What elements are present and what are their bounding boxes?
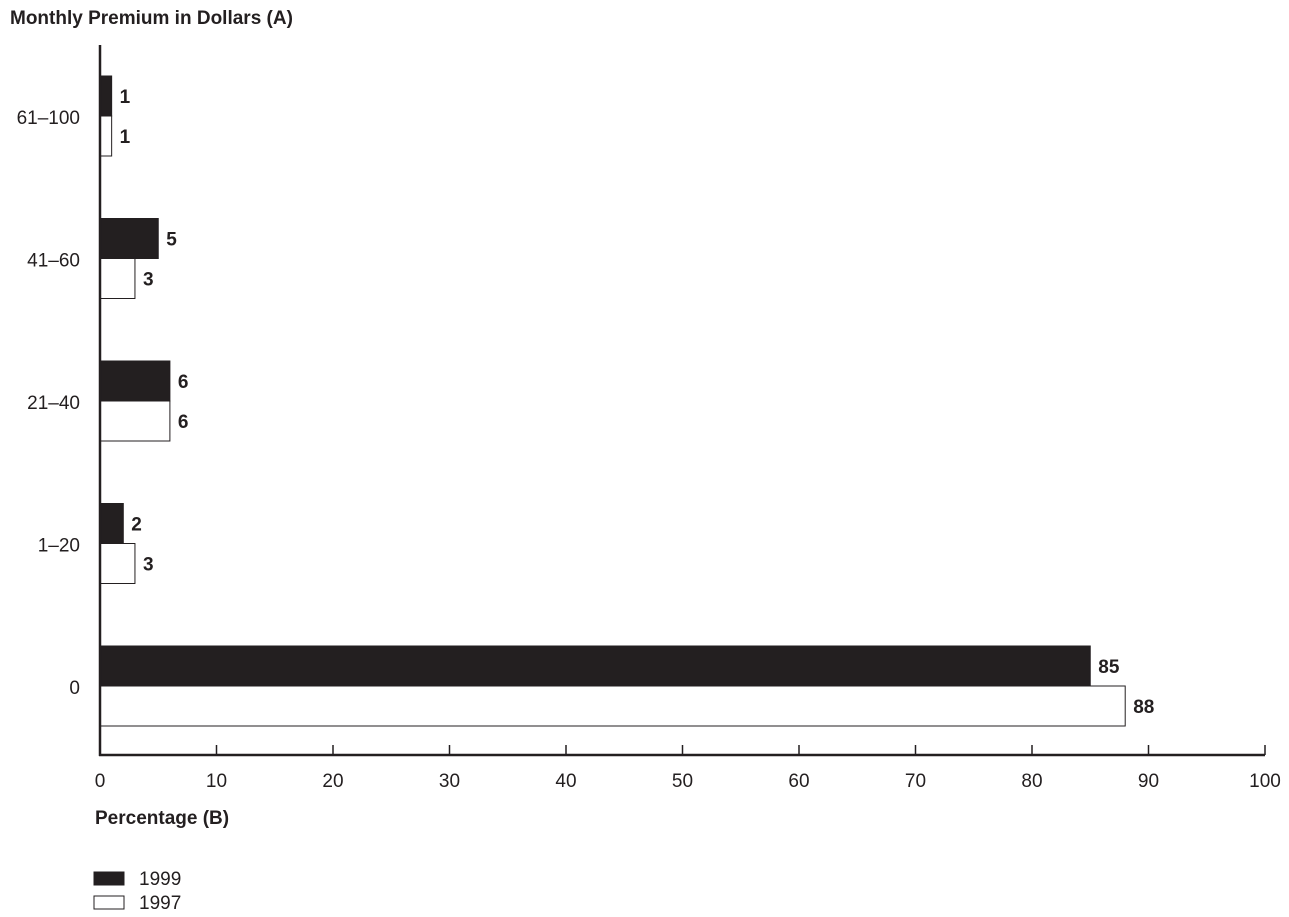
data-label-1997-0: 1 [120, 127, 131, 148]
data-label-1999-2: 6 [178, 372, 189, 393]
legend-label-1999: 1999 [139, 869, 181, 890]
x-axis-label: Percentage (B) [95, 808, 229, 829]
data-label-1997-3: 3 [143, 555, 154, 576]
y-tick-label: 1–20 [38, 536, 80, 557]
bar-1999-3 [99, 503, 124, 544]
y-axis: 61–100 41–60 21–40 1–20 0 [17, 45, 102, 756]
bar-1997-2 [99, 400, 171, 442]
x-tick-label: 10 [206, 771, 227, 792]
legend: 1999 1997 [93, 869, 181, 914]
chart-title: Monthly Premium in Dollars (A) [10, 8, 293, 29]
x-tick-label: 30 [439, 771, 460, 792]
x-tick-label: 80 [1021, 771, 1042, 792]
x-tick-label: 50 [672, 771, 693, 792]
y-tick-label: 21–40 [27, 393, 80, 414]
x-axis: 0 10 20 30 40 50 60 70 80 90 100 [95, 745, 1281, 792]
data-label-1999-3: 2 [131, 515, 142, 536]
y-tick-label: 41–60 [27, 251, 80, 272]
y-tick-label: 61–100 [17, 108, 80, 129]
data-label-1999-4: 85 [1098, 657, 1120, 678]
legend-label-1997: 1997 [139, 893, 181, 914]
x-tick-label: 70 [905, 771, 926, 792]
x-tick-label: 100 [1249, 771, 1281, 792]
x-tick-label: 0 [95, 771, 106, 792]
x-tick-label: 60 [788, 771, 809, 792]
x-tick-label: 90 [1138, 771, 1159, 792]
bar-1999-2 [99, 360, 171, 402]
legend-swatch-1999 [93, 871, 125, 886]
data-label-1999-0: 1 [120, 87, 131, 108]
bar-1997-4 [99, 685, 1126, 727]
data-label-1997-4: 88 [1133, 697, 1154, 718]
data-label-1999-1: 5 [166, 230, 177, 251]
x-tick-label: 40 [555, 771, 576, 792]
bar-1997-0 [99, 115, 113, 157]
bar-1997-3 [99, 543, 136, 584]
data-label-1997-2: 6 [178, 412, 189, 433]
bar-1997-1 [99, 258, 136, 299]
legend-swatch-1997 [93, 895, 125, 910]
bar-1999-1 [99, 218, 159, 259]
data-label-1997-1: 3 [143, 270, 154, 291]
bar-1999-4 [99, 645, 1091, 687]
x-tick-label: 20 [322, 771, 343, 792]
y-tick-label: 0 [69, 678, 80, 699]
bar-1999-0 [99, 75, 113, 117]
